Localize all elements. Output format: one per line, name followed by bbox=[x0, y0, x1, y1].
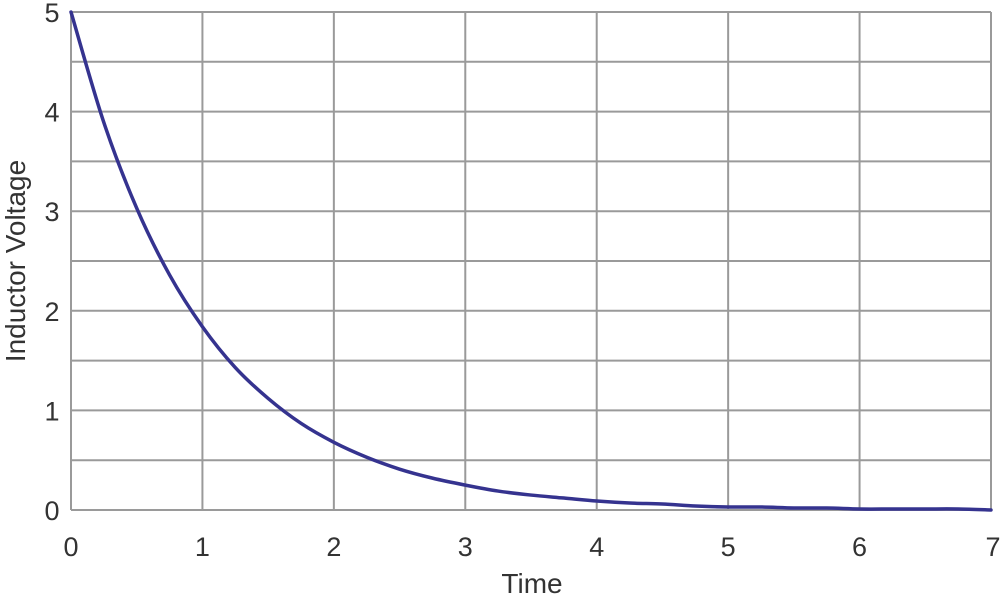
y-tick-label: 3 bbox=[44, 197, 59, 227]
grid bbox=[70, 11, 992, 511]
x-tick-label: 0 bbox=[63, 532, 78, 562]
y-tick-label: 2 bbox=[44, 297, 59, 327]
x-axis-label: Time bbox=[501, 568, 562, 597]
y-tick-label: 1 bbox=[44, 396, 59, 426]
plot-area bbox=[69, 10, 993, 512]
x-axis-ticks: 0 1 2 3 4 5 6 7 bbox=[63, 532, 1000, 562]
y-axis-label: Inductor Voltage bbox=[0, 160, 31, 362]
y-tick-label: 0 bbox=[44, 496, 59, 526]
series-line bbox=[69, 10, 993, 512]
y-tick-label: 5 bbox=[44, 0, 59, 28]
x-tick-label: 4 bbox=[589, 532, 604, 562]
y-axis-ticks: 0 1 2 3 4 5 bbox=[44, 0, 59, 526]
x-tick-label: 2 bbox=[326, 532, 341, 562]
x-tick-label: 1 bbox=[195, 532, 210, 562]
x-tick-label: 6 bbox=[852, 532, 867, 562]
y-tick-label: 4 bbox=[44, 98, 59, 128]
x-tick-label: 5 bbox=[721, 532, 736, 562]
x-tick-label: 7 bbox=[985, 532, 1000, 562]
x-tick-label: 3 bbox=[458, 532, 473, 562]
